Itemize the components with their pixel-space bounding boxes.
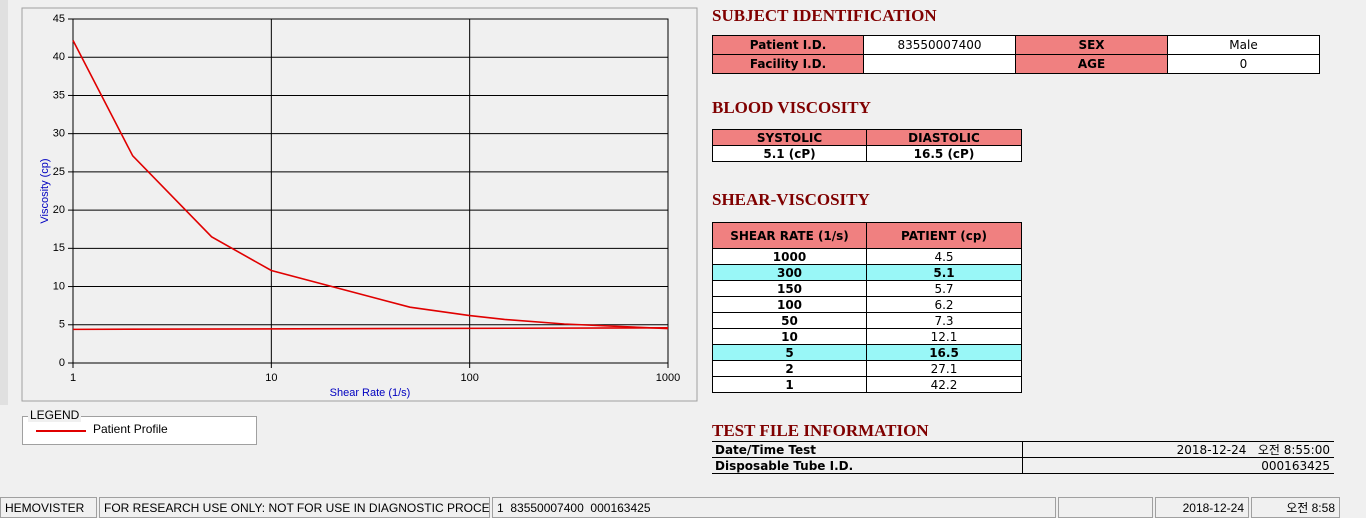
info-value: 000163425 [1022,457,1334,474]
status-cell [1058,497,1153,518]
y-tick-label: 30 [53,128,65,140]
status-cell: 오전 8:58 [1251,497,1340,518]
shear-rate: 1000 [712,248,867,265]
field-label: Patient I.D. [712,35,864,55]
data-line [72,327,669,331]
x-tick-label: 10 [265,372,277,384]
shear-rate: 150 [712,280,867,297]
field-value: 0 [1167,54,1320,74]
patient-value: 4.5 [866,248,1022,265]
legend-label: Patient Profile [93,422,168,436]
patient-value: 5.1 [866,264,1022,281]
data-line [72,40,669,330]
section-title: TEST FILE INFORMATION [712,421,929,440]
y-tick-label: 5 [59,319,65,331]
column-header: PATIENT (cp) [866,222,1022,249]
shear-rate: 1 [712,376,867,393]
chart: Shear Rate (1/s) Viscosity (cp) 0 5 10 15 20… [0,0,698,405]
field-label: AGE [1015,54,1168,74]
section-title: SUBJECT IDENTIFICATION [712,6,937,25]
legend-swatch [36,430,86,432]
viscosity-value: 5.1 (cP) [712,145,867,162]
x-tick-label: 100 [460,372,478,384]
patient-value: 7.3 [866,312,1022,329]
patient-value: 6.2 [866,296,1022,313]
field-value: Male [1167,35,1320,55]
y-tick-label: 35 [53,89,65,101]
x-tick-label: 1000 [656,372,680,384]
status-cell: FOR RESEARCH USE ONLY: NOT FOR USE IN DI… [99,497,490,518]
y-tick-label: 15 [53,242,65,254]
info-value: 2018-12-24 오전 8:55:00 [1022,441,1334,458]
shear-rate: 100 [712,296,867,313]
shear-rate: 300 [712,264,867,281]
y-tick-label: 20 [53,204,65,216]
legend-title: LEGEND [28,408,82,422]
patient-value: 16.5 [866,344,1022,361]
shear-rate: 2 [712,360,867,377]
y-tick-label: 45 [53,13,65,25]
x-tick-label: 1 [70,372,76,384]
column-header: SHEAR RATE (1/s) [712,222,867,249]
field-value: 83550007400 [863,35,1016,55]
section-title: BLOOD VISCOSITY [712,98,871,117]
patient-value: 42.2 [866,376,1022,393]
y-tick-label: 0 [59,357,65,369]
status-cell: HEMOVISTER [0,497,97,518]
x-axis-label: Shear Rate (1/s) [330,387,411,399]
field-label: Facility I.D. [712,54,864,74]
field-label: SEX [1015,35,1168,55]
patient-value: 27.1 [866,360,1022,377]
shear-rate: 10 [712,328,867,345]
info-label: Disposable Tube I.D. [712,457,1023,474]
status-cell: 2018-12-24 [1155,497,1249,518]
left-strip [0,0,8,405]
y-tick-label: 40 [53,51,65,63]
y-tick-label: 10 [53,280,65,292]
info-label: Date/Time Test [712,441,1023,458]
y-tick-label: 25 [53,166,65,178]
status-cell: 1 83550007400 000163425 [492,497,1056,518]
section-title: SHEAR-VISCOSITY [712,190,870,209]
field-value [863,54,1016,74]
y-axis-label: Viscosity (cp) [39,158,51,223]
plot-area [72,18,669,364]
shear-rate: 50 [712,312,867,329]
column-header: DIASTOLIC [866,129,1022,146]
viscosity-value: 16.5 (cP) [866,145,1022,162]
patient-value: 12.1 [866,328,1022,345]
patient-value: 5.7 [866,280,1022,297]
column-header: SYSTOLIC [712,129,867,146]
shear-rate: 5 [712,344,867,361]
